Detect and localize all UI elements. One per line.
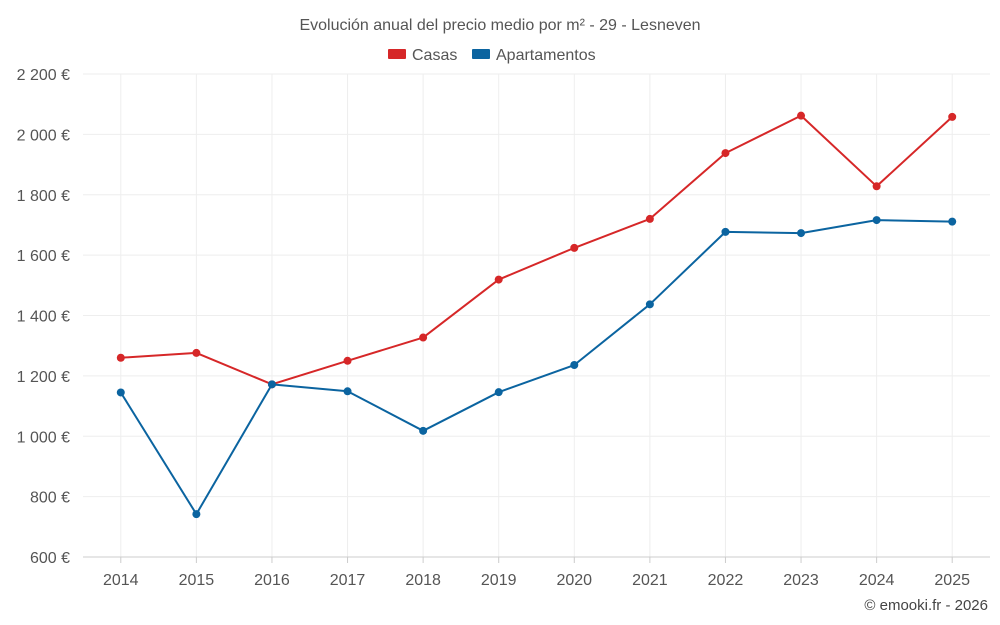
data-point-apartamentos-2021[interactable] xyxy=(645,300,654,309)
legend-swatch-apartamentos xyxy=(472,49,490,59)
grid xyxy=(83,73,990,558)
data-point-casas-2024[interactable] xyxy=(872,182,881,191)
x-tick-label: 2025 xyxy=(934,572,970,589)
x-tick-label: 2023 xyxy=(783,572,819,589)
data-point-apartamentos-2015[interactable] xyxy=(192,510,201,519)
data-point-casas-2017[interactable] xyxy=(343,356,352,365)
legend-label-casas[interactable]: Casas xyxy=(412,47,457,64)
data-point-casas-2014[interactable] xyxy=(116,353,125,362)
x-axis: 2014 2015 2016 2017 2018 2019 2020 2021 2022 2023… xyxy=(83,556,990,589)
data-point-apartamentos-2018[interactable] xyxy=(419,426,428,435)
series-line-casas xyxy=(120,114,953,386)
x-tick-label: 2017 xyxy=(330,572,366,589)
y-tick-label: 600 € xyxy=(30,550,70,567)
series xyxy=(116,111,957,519)
x-tick-label: 2020 xyxy=(556,572,592,589)
data-point-apartamentos-2020[interactable] xyxy=(570,361,579,370)
data-point-casas-2019[interactable] xyxy=(494,275,503,284)
data-point-casas-2023[interactable] xyxy=(797,111,806,120)
y-tick-label: 2 200 € xyxy=(17,67,70,84)
y-tick-label: 1 600 € xyxy=(17,248,70,265)
data-point-apartamentos-2017[interactable] xyxy=(343,387,352,396)
x-tick-label: 2016 xyxy=(254,572,290,589)
x-tick-label: 2019 xyxy=(481,572,517,589)
x-tick-label: 2024 xyxy=(859,572,895,589)
y-axis: 600 € 800 € 1 000 € 1 200 € 1 400 € 1 600 € 1 … xyxy=(17,67,70,567)
data-point-apartamentos-2025[interactable] xyxy=(948,217,957,226)
chart-title: Evolución anual del precio medio por m² … xyxy=(299,17,700,34)
data-point-casas-2018[interactable] xyxy=(419,333,428,342)
data-point-apartamentos-2019[interactable] xyxy=(494,388,503,397)
y-tick-label: 1 400 € xyxy=(17,309,70,326)
data-point-casas-2015[interactable] xyxy=(192,348,201,357)
data-point-apartamentos-2022[interactable] xyxy=(721,227,730,236)
data-point-apartamentos-2023[interactable] xyxy=(797,229,806,238)
data-point-apartamentos-2016[interactable] xyxy=(267,380,276,389)
legend-label-apartamentos[interactable]: Apartamentos xyxy=(496,47,596,64)
x-tick-label: 2021 xyxy=(632,572,668,589)
data-point-casas-2020[interactable] xyxy=(570,243,579,252)
y-tick-label: 1 800 € xyxy=(17,188,70,205)
y-tick-label: 800 € xyxy=(30,490,70,507)
x-tick-label: 2022 xyxy=(708,572,744,589)
data-point-casas-2022[interactable] xyxy=(721,149,730,158)
y-tick-label: 2 000 € xyxy=(17,127,70,144)
data-point-apartamentos-2014[interactable] xyxy=(116,388,125,397)
y-tick-label: 1 000 € xyxy=(17,429,70,446)
data-point-casas-2025[interactable] xyxy=(948,112,957,121)
x-tick-label: 2015 xyxy=(179,572,215,589)
data-point-apartamentos-2024[interactable] xyxy=(872,216,881,225)
y-tick-label: 1 200 € xyxy=(17,369,70,386)
data-point-casas-2021[interactable] xyxy=(645,214,654,223)
x-tick-label: 2018 xyxy=(405,572,441,589)
series-line-apartamentos xyxy=(119,219,953,516)
legend-swatch-casas xyxy=(388,49,406,59)
legend: Casas Apartamentos xyxy=(388,47,596,64)
x-tick-label: 2014 xyxy=(103,572,139,589)
credit-text: © emooki.fr - 2026 xyxy=(864,597,988,614)
